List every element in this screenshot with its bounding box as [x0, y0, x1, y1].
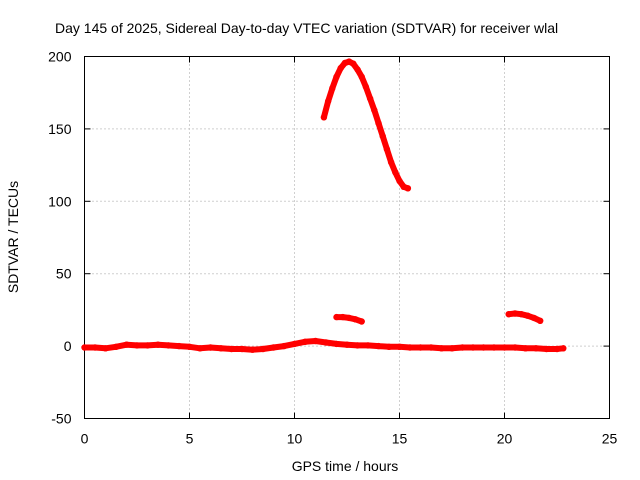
data-point: [81, 344, 88, 351]
data-point: [354, 342, 361, 349]
data-point: [427, 344, 435, 351]
data-point: [333, 313, 340, 321]
data-point: [537, 317, 544, 324]
data-point: [406, 344, 414, 351]
data-point: [417, 344, 424, 351]
data-point: [144, 342, 151, 349]
data-point: [358, 73, 365, 81]
data-point: [291, 340, 298, 348]
data-point: [501, 344, 508, 351]
data-point: [511, 310, 519, 317]
data-point: [228, 345, 235, 353]
data-point: [329, 85, 336, 92]
data-point: [345, 314, 353, 322]
data-point: [322, 339, 330, 346]
x-axis-label: GPS time / hours: [292, 458, 399, 474]
data-point: [364, 342, 372, 349]
data-point: [123, 341, 130, 348]
y-tick-label: 0: [64, 338, 72, 354]
data-point: [530, 314, 538, 322]
plot-frame: [84, 56, 610, 419]
data-point: [459, 344, 466, 351]
x-tick-label: 25: [602, 431, 618, 447]
data-point: [371, 106, 378, 114]
data-point: [354, 66, 361, 73]
data-point: [165, 342, 172, 349]
data-point: [186, 343, 193, 350]
data-point: [312, 337, 319, 345]
data-point: [375, 342, 382, 350]
y-tick-label: 100: [48, 193, 72, 209]
data-point: [387, 159, 395, 166]
data-point: [249, 346, 256, 353]
data-point: [350, 60, 357, 67]
data-point: [560, 345, 567, 352]
data-point: [379, 132, 386, 140]
data-point: [532, 345, 540, 352]
data-point: [333, 340, 340, 348]
data-point: [238, 345, 246, 353]
data-point: [259, 345, 267, 353]
data-point: [469, 344, 477, 351]
data-point: [358, 318, 365, 325]
data-point: [490, 344, 498, 351]
data-point: [320, 114, 328, 121]
data-point: [217, 345, 225, 352]
x-tick-label: 5: [186, 431, 194, 447]
y-axis-label: SDTVAR / TECUs: [5, 181, 21, 293]
data-point: [438, 345, 445, 352]
chart-title: Day 145 of 2025, Sidereal Day-to-day VTE…: [55, 20, 558, 36]
data-point: [112, 343, 120, 350]
axis-ticks: 0 5 10 15 20 25 -50 0 50 100 150 200: [48, 49, 617, 447]
data-point: [375, 119, 382, 127]
grid-lines: [84, 56, 610, 419]
data-point: [396, 177, 403, 185]
y-tick-label: 200: [48, 49, 72, 65]
data-point: [102, 345, 109, 352]
x-tick-label: 0: [81, 431, 89, 447]
data-point: [404, 185, 412, 192]
data-point: [553, 345, 561, 353]
data-point: [518, 311, 525, 318]
data-point: [280, 342, 288, 350]
data-point: [543, 345, 550, 353]
data-point: [362, 83, 370, 91]
data-point: [270, 344, 277, 351]
y-tick-label: 50: [56, 266, 72, 282]
data-point: [524, 312, 531, 319]
data-point: [91, 344, 99, 351]
data-point: [339, 313, 346, 321]
x-tick-label: 10: [287, 431, 303, 447]
data-point: [511, 344, 519, 351]
data-point: [352, 316, 359, 323]
data-point: [392, 169, 399, 176]
data-point: [480, 344, 487, 351]
data-point: [324, 98, 332, 105]
data-point: [301, 338, 309, 345]
data-point: [133, 342, 141, 349]
data-point: [385, 343, 393, 350]
y-tick-label: -50: [51, 411, 71, 427]
data-series: [81, 58, 567, 353]
x-tick-label: 20: [497, 431, 513, 447]
data-point: [366, 95, 374, 102]
data-point: [522, 345, 529, 352]
y-tick-label: 150: [48, 121, 72, 137]
x-tick-label: 15: [392, 431, 408, 447]
data-point: [333, 73, 340, 81]
data-point: [154, 341, 162, 348]
data-point: [175, 342, 183, 350]
data-point: [207, 344, 214, 351]
data-point: [448, 345, 456, 352]
data-point: [383, 146, 391, 153]
data-point: [196, 345, 204, 352]
data-point: [343, 341, 351, 348]
data-point: [396, 343, 403, 350]
data-point: [337, 64, 344, 72]
data-point: [505, 311, 512, 318]
